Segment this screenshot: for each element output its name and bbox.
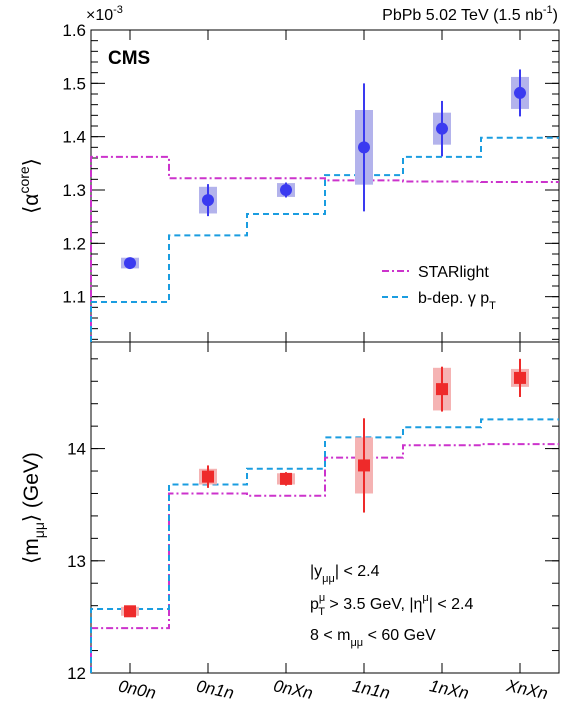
bottom-data-point (202, 470, 214, 483)
bottom-panel: 12 13 14 0n0n 0n1n 0nXn 1n1n 1nXn XnXn (67, 342, 559, 703)
legend: STARlight b-dep. γ pT (382, 264, 496, 312)
selection-cuts: |yμμ| < 2.4 pμ T > 3.5 GeV, |ημ| < 2.4 8 … (310, 563, 473, 649)
top-data-point (280, 184, 292, 196)
cut-mass: 8 < mμμ < 60 GeV (310, 627, 436, 649)
x-category-label: 0nXn (272, 676, 315, 703)
cut-pt-eta: pμ T > 3.5 GeV, |ημ| < 2.4 (310, 592, 473, 618)
top-model-line-starlight (90, 155, 559, 342)
header-label: PbPb 5.02 TeV (1.5 nb-1) (382, 4, 558, 24)
legend-starlight-label: STARlight (418, 264, 489, 281)
bottom-ytick-label: 14 (67, 440, 86, 459)
x-category-label: XnXn (504, 676, 550, 703)
bottom-model-line-bdep (90, 418, 559, 673)
x-category-label: 1n1n (351, 676, 392, 702)
cut-rapidity: |yμμ| < 2.4 (310, 563, 380, 585)
top-data-point (514, 86, 526, 99)
top-data-point (202, 194, 214, 207)
top-ytick-label: 1.3 (62, 181, 86, 200)
top-y-axis-label: ⟨αcore⟩ (16, 158, 43, 214)
x-category-label: 0n0n (117, 676, 158, 702)
bottom-model-line-starlight (90, 443, 559, 673)
bottom-data-point (514, 371, 526, 384)
legend-bdep-label: b-dep. γ pT (418, 290, 496, 312)
x-category-label: 0n1n (195, 676, 236, 702)
bottom-data-point (124, 605, 136, 618)
top-ytick-label: 1.2 (62, 234, 86, 253)
top-data-point (436, 122, 448, 135)
top-model-line-bdep (90, 136, 559, 342)
bottom-data-point (358, 459, 370, 472)
bottom-data-point (436, 383, 448, 396)
bottom-panel-frame (90, 341, 560, 674)
top-ytick-label: 1.4 (62, 128, 86, 147)
experiment-label: CMS (108, 48, 150, 69)
top-data-point (124, 257, 136, 270)
top-data-point (358, 141, 370, 154)
bottom-ytick-label: 13 (67, 552, 86, 571)
x-category-label: 1nXn (428, 676, 471, 703)
top-ytick-label: 1.6 (62, 21, 86, 40)
top-ytick-label: 1.1 (62, 288, 86, 307)
bottom-ytick-label: 12 (67, 664, 86, 683)
multiplier-label: ×10-3 (86, 4, 123, 24)
top-panel: 1.1 1.2 1.3 1.4 1.5 1.6 (62, 21, 559, 342)
bottom-data-point (280, 472, 292, 485)
top-ytick-label: 1.5 (62, 74, 86, 93)
bottom-y-axis-label: ⟨mμμ⟩ (GeV) (20, 452, 47, 564)
